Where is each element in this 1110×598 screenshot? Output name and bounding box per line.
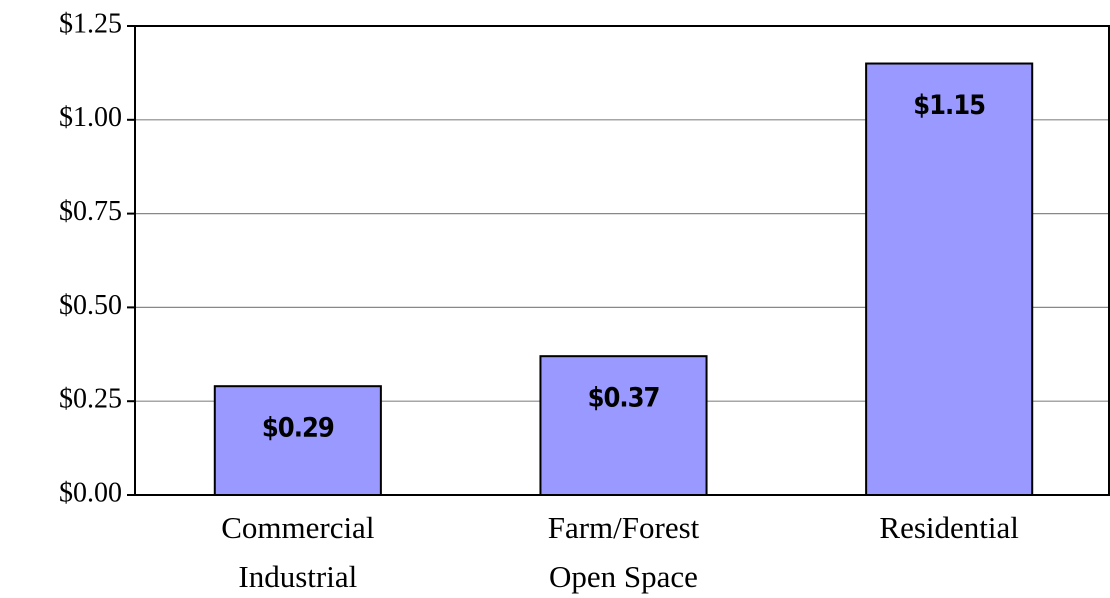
y-tick-label: $1.00: [59, 102, 122, 133]
y-tick-label: $0.50: [59, 290, 122, 321]
bar: [865, 62, 1034, 497]
y-tick-label: $1.25: [59, 8, 122, 39]
bar: [539, 355, 708, 496]
x-tick-label: Farm/Forest Open Space: [547, 510, 700, 594]
data-label: $0.29: [262, 413, 334, 444]
x-tick-label: Residential: [879, 510, 1019, 545]
x-tick-label: Commercial Industrial: [221, 510, 375, 594]
y-tick-label: $0.25: [59, 384, 122, 415]
y-tick-label: $0.00: [59, 477, 122, 508]
y-tick-label: $0.75: [59, 196, 122, 227]
bar: [213, 385, 382, 496]
data-label: $0.37: [588, 383, 660, 414]
data-label: $1.15: [913, 90, 985, 121]
